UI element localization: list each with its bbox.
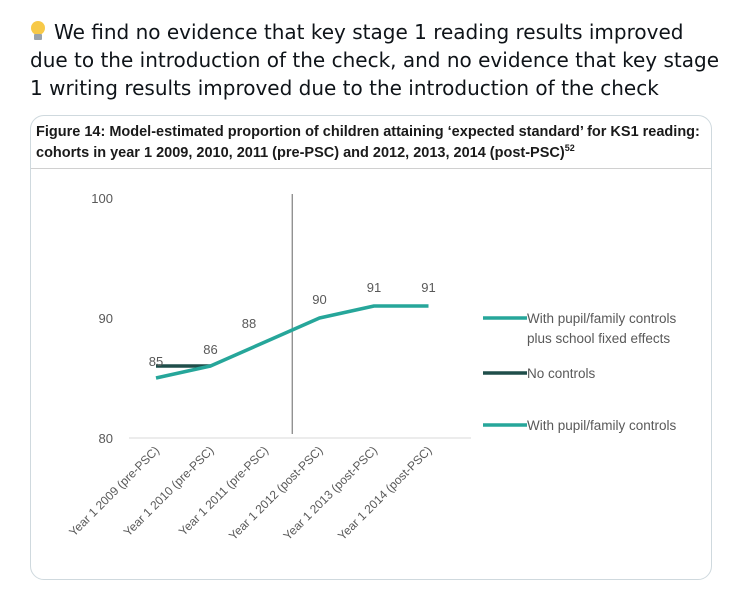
line-chart: 80 90 100 85 86 88 90 91 91 Year 1 2009 (pre-PSC)… [66, 191, 677, 543]
x-tick-label: Year 1 2009 (pre-PSC) [66, 443, 162, 539]
y-tick-label: 100 [91, 191, 113, 206]
legend-label: plus school fixed effects [527, 331, 670, 346]
x-tick-label: Year 1 2011 (pre-PSC) [176, 443, 271, 538]
x-tick-label: Year 1 2013 (post-PSC) [280, 443, 380, 543]
legend-label: With pupil/family controls [527, 311, 677, 326]
data-label: 91 [421, 280, 435, 295]
title-divider [31, 168, 711, 169]
legend-label: With pupil/family controls [527, 418, 677, 433]
tweet-body: We find no evidence that key stage 1 rea… [30, 20, 720, 100]
y-tick-label: 90 [99, 311, 113, 326]
data-label: 90 [312, 292, 326, 307]
x-tick-label: Year 1 2010 (pre-PSC) [121, 443, 217, 539]
data-label: 91 [367, 280, 381, 295]
legend-label: No controls [527, 366, 596, 381]
y-tick-label: 80 [99, 431, 113, 446]
data-label: 88 [242, 316, 256, 331]
data-label: 85 [149, 354, 163, 369]
footnote-marker: 52 [564, 143, 575, 154]
x-tick-label: Year 1 2014 (post-PSC) [335, 443, 435, 543]
figure-title-text: Figure 14: Model-estimated proportion of… [36, 124, 700, 161]
data-label: 86 [203, 342, 217, 357]
figure-title: Figure 14: Model-estimated proportion of… [36, 122, 708, 164]
series-line-2 [155, 304, 429, 380]
lightbulb-icon [30, 21, 46, 41]
tweet-text: We find no evidence that key stage 1 rea… [30, 18, 720, 102]
figure-card[interactable]: Figure 14: Model-estimated proportion of… [30, 115, 712, 580]
x-tick-label: Year 1 2012 (post-PSC) [226, 443, 326, 543]
